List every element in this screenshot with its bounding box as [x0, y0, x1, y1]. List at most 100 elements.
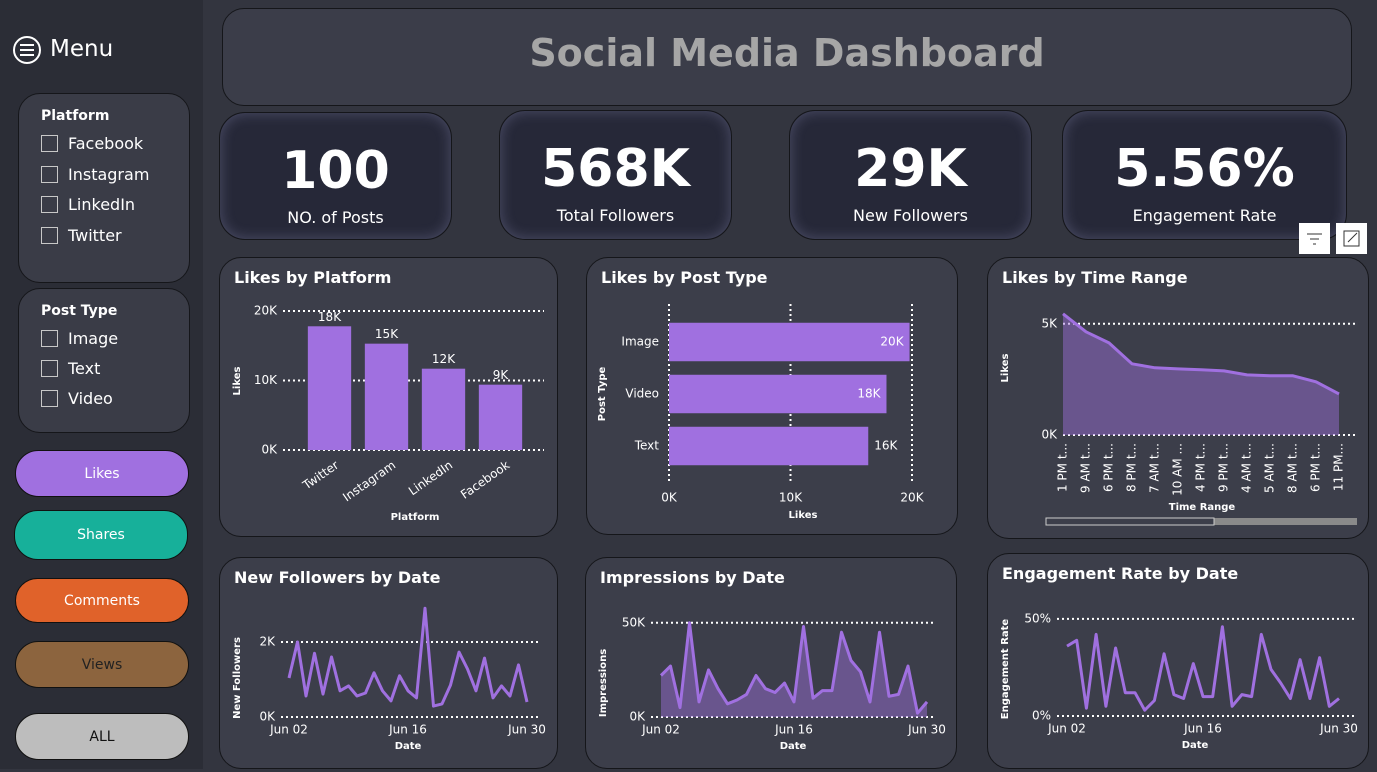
x-tick-label: 11 PM... [1332, 443, 1346, 491]
y-tick-label: 2K [259, 635, 276, 649]
kpi-label: Total Followers [556, 206, 675, 225]
kpi-value: 5.56% [1114, 139, 1295, 199]
line [659, 621, 929, 715]
x-tick-label: 9 AM t... [1079, 443, 1093, 493]
menu-icon[interactable] [12, 35, 42, 65]
option-label: Image [68, 329, 119, 348]
chart: Impressions by Date Date Impressions 0K 50K J… [598, 568, 946, 752]
bar [364, 343, 409, 450]
x-axis-label: Platform [391, 512, 440, 523]
kpi-label: NO. of Posts [287, 208, 384, 227]
y-axis-label: New Followers [232, 637, 243, 719]
platform-filter: Platform Facebook Instagram LinkedIn Twi… [18, 93, 190, 283]
option-label: Instagram [68, 165, 150, 184]
scrollbar-thumb[interactable] [1045, 517, 1215, 526]
filter-title: Platform [41, 108, 110, 124]
x-tick-label: Jun 30 [1319, 722, 1358, 736]
filter-option[interactable]: Image [41, 329, 118, 348]
x-tick-label: Jun 30 [907, 723, 946, 737]
sidebar: Menu Platform Facebook Instagram LinkedI… [0, 0, 203, 769]
y-tick-label: 5K [1041, 316, 1058, 330]
kpi-value: 29K [854, 139, 967, 199]
filter-option[interactable]: LinkedIn [41, 195, 135, 214]
option-label: Facebook [68, 134, 144, 153]
filter-option[interactable]: Video [41, 389, 113, 408]
line [287, 606, 529, 708]
area-fill [1063, 313, 1339, 435]
filter-option[interactable]: Instagram [41, 165, 149, 184]
chart-card: Engagement Rate by Date Date Engagement Ra… [987, 553, 1369, 769]
x-tick-label: 1 PM t... [1056, 443, 1070, 492]
value-label: 16K [874, 439, 898, 453]
kpi-label: Engagement Rate [1132, 206, 1277, 225]
bar [669, 426, 869, 466]
x-axis-label: Date [1182, 740, 1209, 751]
kpi-card: 568K Total Followers [499, 110, 732, 240]
kpi-card: 100 NO. of Posts [219, 112, 452, 240]
chart-title: Likes by Post Type [601, 268, 768, 287]
shares-button[interactable]: Shares [14, 510, 188, 560]
y-tick-label: 50% [1024, 611, 1051, 625]
x-tick-label: 5 AM t... [1263, 443, 1277, 493]
chart: Likes by Post Type Likes Post Type 0K 10K 20K… [597, 268, 925, 521]
views-button[interactable]: Views [15, 641, 189, 688]
kpi-card: 5.56% Engagement Rate [1062, 110, 1347, 240]
x-axis-label: Date [780, 741, 807, 752]
chart: Engagement Rate by Date Date Engagement Ra… [1000, 564, 1358, 751]
x-tick-label: 8 PM t... [1125, 443, 1139, 492]
x-tick-label: Jun 02 [641, 723, 680, 737]
bar [421, 368, 466, 450]
x-tick-label: 7 AM t... [1148, 443, 1162, 493]
x-tick-label: 6 PM t... [1102, 443, 1116, 492]
all-button[interactable]: ALL [15, 713, 189, 760]
header: Social Media Dashboard [222, 8, 1352, 106]
chart-card: Impressions by Date Date Impressions 0K 50K J… [585, 557, 957, 769]
x-tick-label: 10K [779, 491, 803, 505]
x-tick-label: 20K [900, 491, 924, 505]
area-fill [661, 622, 927, 717]
y-tick-label: 0K [629, 710, 646, 724]
line [1066, 625, 1340, 712]
likes-button[interactable]: Likes [15, 450, 189, 497]
value-label: 9K [493, 368, 510, 382]
y-axis-label: Likes [232, 366, 243, 395]
x-tick-label: LinkedIn [406, 458, 455, 498]
x-tick-label: Facebook [458, 458, 512, 502]
chart-card: Likes by Time Range Time Range Likes 0K 5K 1… [987, 257, 1369, 539]
post-type-filter: Post Type Image Text Video [18, 288, 190, 433]
visual-toolbar [1299, 223, 1367, 254]
y-tick-label: 0% [1032, 709, 1051, 723]
y-axis-label: Impressions [598, 649, 609, 717]
option-label: LinkedIn [68, 195, 136, 214]
y-axis-label: Likes [1000, 353, 1011, 382]
x-tick-label: Jun 16 [388, 723, 427, 737]
x-tick-label: 0K [661, 491, 678, 505]
filter-option[interactable]: Text [41, 359, 100, 378]
chart-title: Likes by Platform [234, 268, 391, 287]
chart: Likes by Platform Platform Likes 0K 10K 20K 18… [232, 268, 544, 523]
comments-button[interactable]: Comments [15, 578, 189, 623]
x-tick-label: 9 PM t... [1217, 443, 1231, 492]
chart-title: Likes by Time Range [1002, 268, 1188, 287]
chart-title: Engagement Rate by Date [1002, 564, 1238, 583]
x-axis-label: Time Range [1169, 502, 1236, 513]
y-tick-label: Text [634, 439, 660, 453]
chart: Likes by Time Range Time Range Likes 0K 5K 1… [1000, 268, 1357, 526]
chart-title: Impressions by Date [600, 568, 785, 587]
x-axis-label: Date [395, 741, 422, 752]
y-tick-label: 0K [261, 443, 278, 457]
y-tick-label: 20K [254, 304, 278, 318]
filter-option[interactable]: Facebook [41, 134, 143, 153]
y-tick-label: 50K [622, 615, 646, 629]
chart-card: Likes by Platform Platform Likes 0K 10K 20K 18… [219, 257, 558, 537]
x-tick-label: Jun 02 [1047, 722, 1086, 736]
option-label: Video [68, 389, 113, 408]
y-tick-label: Video [625, 387, 659, 401]
filter-option[interactable]: Twitter [41, 226, 122, 245]
x-tick-label: Instagram [340, 458, 398, 504]
menu-label[interactable]: Menu [50, 36, 114, 62]
x-tick-label: Jun 16 [1183, 722, 1222, 736]
bar [669, 374, 887, 414]
x-tick-label: Jun 02 [269, 723, 308, 737]
